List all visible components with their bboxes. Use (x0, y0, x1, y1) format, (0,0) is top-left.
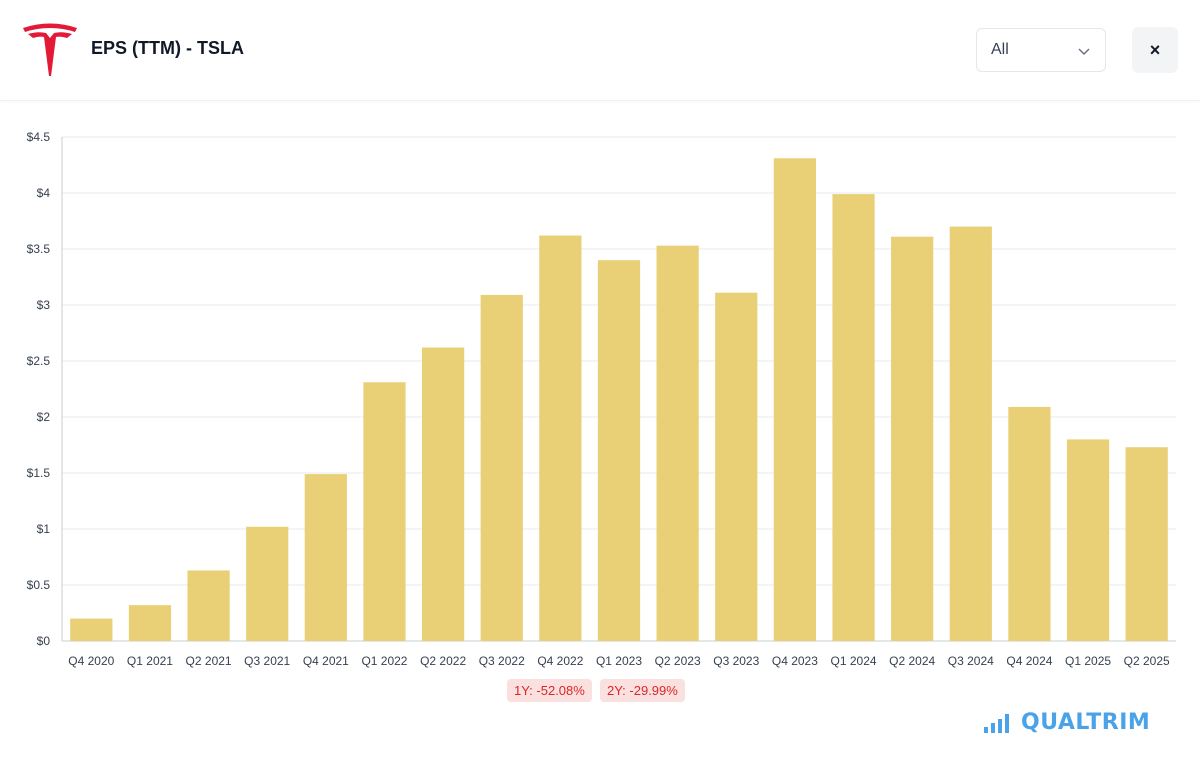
brand-name: QUALTRIM (1021, 709, 1151, 735)
x-tick-label: Q4 2020 (68, 654, 114, 668)
tesla-logo-icon (23, 23, 77, 76)
x-tick-label: Q2 2022 (420, 654, 466, 668)
eps-bar-chart: $0 $0.5 $1 $1.5 $2 $2.5 $3 $3.5 $4 $4.5 Q4 2020 Q1… (27, 130, 1176, 668)
range-select-value: All (991, 41, 1009, 58)
x-tick-label: Q4 2022 (537, 654, 583, 668)
chart-bars (70, 158, 1168, 641)
y-tick-label: $4 (37, 186, 51, 200)
x-tick-label: Q4 2021 (303, 654, 349, 668)
y-tick-label: $4.5 (27, 130, 51, 144)
bar-q2-2022[interactable] (421, 347, 465, 641)
x-tick-label: Q1 2024 (831, 654, 877, 668)
bar-q2-2021[interactable] (187, 570, 230, 641)
bar-q2-2025[interactable] (1125, 447, 1168, 641)
y-tick-label: $0.5 (27, 578, 51, 592)
bar-q2-2024[interactable] (891, 236, 934, 641)
y-tick-label: $1 (37, 522, 51, 536)
x-tick-label: Q1 2023 (596, 654, 642, 668)
x-tick-label: Q3 2024 (948, 654, 994, 668)
y-tick-label: $3 (37, 298, 51, 312)
bar-q1-2021[interactable] (128, 605, 172, 641)
y-tick-label: $3.5 (27, 242, 51, 256)
x-tick-label: Q3 2022 (479, 654, 525, 668)
x-tick-label: Q1 2021 (127, 654, 173, 668)
bar-q1-2023[interactable] (597, 260, 641, 641)
range-select[interactable]: All (976, 28, 1106, 72)
x-tick-label: Q2 2021 (186, 654, 232, 668)
bar-q4-2023[interactable] (773, 158, 817, 641)
close-icon: × (1149, 39, 1161, 60)
header-bar: EPS (TTM) - TSLA All × (0, 0, 1200, 101)
bar-q1-2025[interactable] (1066, 439, 1110, 641)
bar-q2-2023[interactable] (656, 245, 699, 641)
bar-q4-2022[interactable] (539, 235, 582, 641)
y-tick-label: $2 (37, 410, 51, 424)
x-tick-label: Q4 2023 (772, 654, 818, 668)
brand-watermark: QUALTRIM (983, 708, 1150, 736)
chart-y-axis: $0 $0.5 $1 $1.5 $2 $2.5 $3 $3.5 $4 $4.5 (27, 130, 51, 648)
bar-q3-2021[interactable] (246, 526, 289, 641)
bar-q1-2024[interactable] (832, 194, 875, 641)
close-button[interactable]: × (1132, 27, 1178, 73)
x-tick-label: Q3 2021 (244, 654, 290, 668)
bar-q4-2024[interactable] (1008, 406, 1051, 641)
bar-q1-2022[interactable] (363, 382, 406, 641)
change-1y-badge: 1Y: -52.08% (507, 679, 592, 702)
x-tick-label: Q1 2025 (1065, 654, 1111, 668)
bar-signal-icon (984, 714, 1009, 733)
x-tick-label: Q1 2022 (361, 654, 407, 668)
bar-q4-2021[interactable] (304, 474, 347, 641)
bar-q3-2023[interactable] (715, 292, 758, 641)
bar-q3-2024[interactable] (949, 226, 992, 641)
x-tick-label: Q2 2024 (889, 654, 935, 668)
x-tick-label: Q2 2023 (655, 654, 701, 668)
x-tick-label: Q3 2023 (713, 654, 759, 668)
page-title: EPS (TTM) - TSLA (91, 38, 244, 58)
y-tick-label: $2.5 (27, 354, 51, 368)
bar-q3-2022[interactable] (480, 294, 523, 641)
bar-q4-2020[interactable] (70, 618, 113, 641)
chart-x-axis: Q4 2020 Q1 2021 Q2 2021 Q3 2021 Q4 2021 Q1 20… (68, 654, 1170, 668)
y-tick-label: $1.5 (27, 466, 51, 480)
change-2y-badge: 2Y: -29.99% (600, 679, 685, 702)
y-tick-label: $0 (37, 634, 51, 648)
x-tick-label: Q4 2024 (1006, 654, 1052, 668)
chevron-down-icon (1078, 48, 1090, 56)
x-tick-label: Q2 2025 (1124, 654, 1170, 668)
